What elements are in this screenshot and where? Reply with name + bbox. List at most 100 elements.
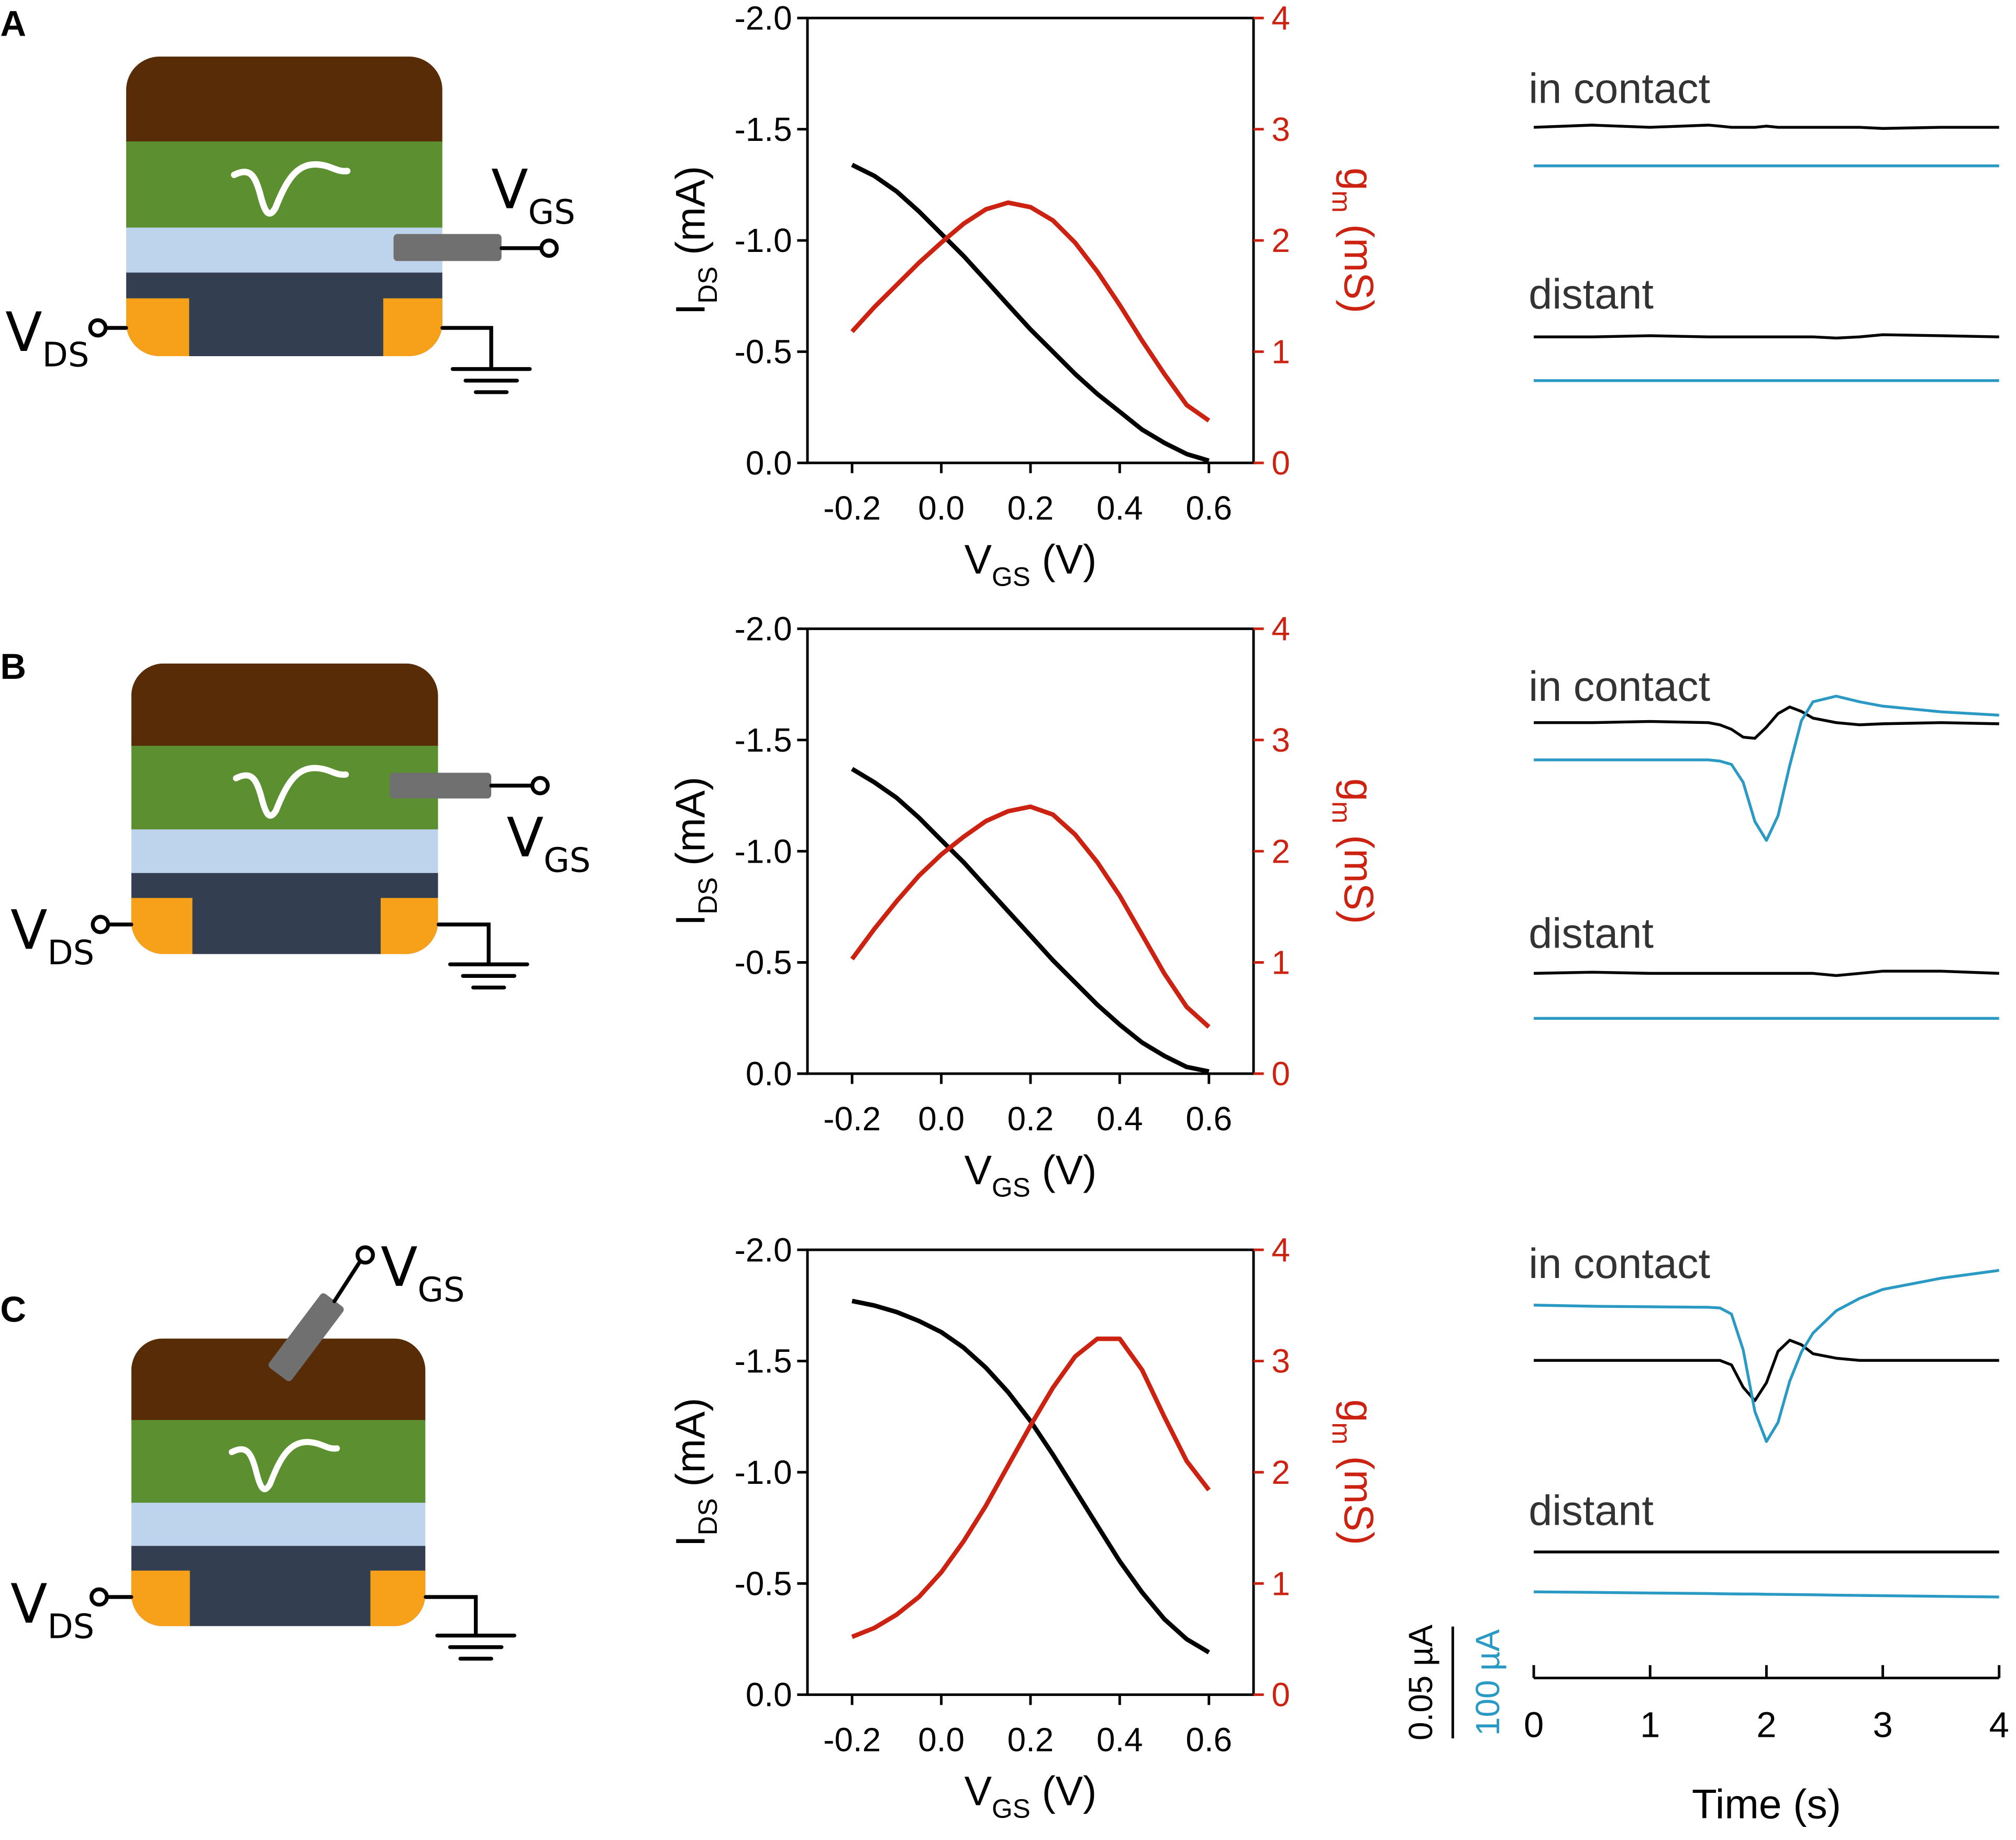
label-main: V — [10, 899, 48, 962]
trace-label: distant — [1528, 1488, 1654, 1535]
panel-letter: C — [0, 1290, 26, 1330]
label-sub: DS — [48, 934, 95, 973]
y-tick-label: -0.5 — [735, 1564, 792, 1602]
y2-tick-label: 1 — [1271, 333, 1290, 371]
device-body — [131, 664, 438, 954]
trace — [1534, 706, 1999, 740]
label-rest: (mS) — [1336, 1445, 1382, 1545]
y2-tick-label: 4 — [1271, 1231, 1290, 1269]
label-sub: m — [1327, 801, 1357, 824]
y-tick-label: -0.5 — [735, 944, 792, 982]
series-line — [851, 767, 1210, 1074]
series-line — [851, 162, 1210, 463]
trace — [1533, 124, 1999, 130]
label-main: g — [1336, 1400, 1382, 1423]
terminal — [539, 238, 559, 258]
axis-label: gm (mS) — [1327, 778, 1382, 924]
label-sub: GS — [992, 1793, 1031, 1823]
y2-tick-label: 4 — [1271, 610, 1290, 648]
axis-label: VGS (V) — [965, 1768, 1097, 1824]
series-line — [850, 804, 1211, 1029]
axis-label: IDS (mA) — [668, 1398, 723, 1547]
terminal — [89, 1587, 109, 1607]
label-main: V — [965, 1768, 992, 1814]
trace-label: distant — [1528, 910, 1654, 957]
y2-tick-label: 2 — [1271, 1453, 1290, 1491]
x-tick-label: -0.2 — [823, 1721, 881, 1759]
gate-electrode — [268, 1293, 344, 1382]
label-rest: (V) — [1031, 1147, 1097, 1193]
x-tick-label: 2 — [1756, 1705, 1776, 1745]
axis-label: gm (mS) — [1327, 1400, 1382, 1545]
device-body — [131, 1339, 426, 1626]
device-body — [126, 57, 442, 356]
y2-tick-label: 0 — [1271, 444, 1290, 482]
trace — [1534, 333, 1999, 340]
y-tick-label: -1.5 — [735, 721, 792, 759]
x-tick-label: 0.2 — [1007, 489, 1054, 527]
vds-label: VDS — [10, 899, 94, 973]
scale-bar-label: 0.05 µA — [1402, 1624, 1439, 1740]
label-rest: (mA) — [668, 1398, 714, 1499]
vgs-label: VGS — [491, 159, 575, 232]
label-sub: GS — [544, 841, 591, 880]
x-tick-label: 0.4 — [1096, 1100, 1143, 1138]
series-line — [851, 1298, 1210, 1655]
terminal — [91, 915, 110, 934]
y-tick-label: -2.0 — [735, 1231, 792, 1269]
y-tick-label: -1.5 — [735, 111, 792, 148]
axis-label: IDS (mA) — [668, 166, 723, 315]
label-main: V — [965, 536, 992, 582]
y2-tick-label: 0 — [1271, 1055, 1290, 1093]
trace — [1534, 1590, 1999, 1599]
trace-label: distant — [1528, 271, 1654, 318]
vgs-label: VGS — [381, 1236, 465, 1309]
label-sub: DS — [42, 336, 90, 375]
x-tick-label: 0.4 — [1096, 489, 1143, 527]
x-tick-label: 1 — [1640, 1705, 1660, 1745]
terminal — [356, 1245, 375, 1265]
wire — [436, 922, 491, 966]
terminal — [88, 318, 108, 338]
series-line — [851, 1336, 1211, 1639]
label-rest: (mA) — [668, 166, 714, 267]
label-sub: GS — [992, 561, 1031, 591]
trace — [1534, 695, 1999, 842]
label-sub: GS — [992, 1173, 1031, 1203]
y2-tick-label: 3 — [1271, 111, 1290, 148]
axis-label: VGS (V) — [965, 1147, 1097, 1203]
wire — [440, 326, 493, 371]
label-sub: DS — [693, 1499, 723, 1536]
y-tick-label: -1.0 — [735, 832, 792, 870]
label-main: V — [10, 1573, 48, 1636]
axis-label: gm (mS) — [1327, 168, 1382, 313]
x-tick-label: 0.0 — [918, 489, 965, 527]
x-tick-label: 0.2 — [1007, 1100, 1054, 1138]
y2-tick-label: 2 — [1271, 222, 1290, 259]
scale-bar-label: 100 µA — [1469, 1629, 1507, 1736]
label-sub: m — [1327, 191, 1357, 213]
label-rest: (V) — [1031, 536, 1097, 582]
gate-electrode — [393, 234, 502, 261]
label-sub: DS — [693, 267, 723, 304]
vgs-label: VGS — [507, 807, 591, 880]
label-main: V — [507, 807, 544, 869]
y2-tick-label: 3 — [1271, 1342, 1290, 1380]
trace-label: in contact — [1528, 663, 1710, 710]
label-main: g — [1336, 778, 1382, 801]
y-tick-label: -1.5 — [735, 1342, 792, 1380]
axis-label: IDS (mA) — [668, 777, 723, 926]
x-axis-label: Time (s) — [1692, 1781, 1841, 1827]
label-main: g — [1336, 168, 1382, 191]
vds-label: VDS — [5, 301, 89, 374]
label-rest: (V) — [1031, 1768, 1097, 1814]
wire — [332, 1259, 362, 1304]
trace — [1534, 969, 1999, 977]
y-tick-label: -2.0 — [735, 610, 792, 648]
label-main: V — [491, 159, 528, 222]
axis-label: VGS (V) — [965, 536, 1097, 592]
trace — [1534, 1269, 2000, 1443]
y-tick-label: 0.0 — [746, 444, 792, 482]
y-tick-label: -0.5 — [735, 333, 792, 371]
